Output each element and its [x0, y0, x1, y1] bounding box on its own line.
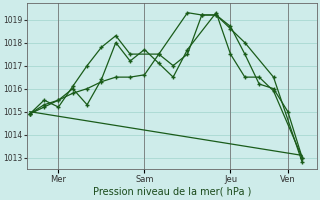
X-axis label: Pression niveau de la mer( hPa ): Pression niveau de la mer( hPa ): [92, 187, 251, 197]
